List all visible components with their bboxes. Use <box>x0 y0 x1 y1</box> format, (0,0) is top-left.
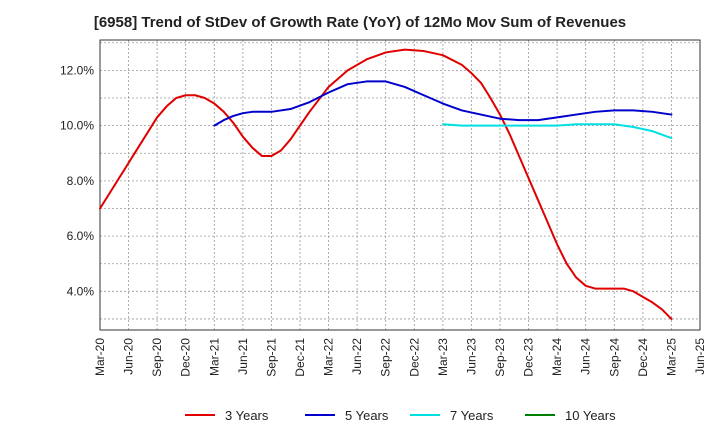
x-tick-label: Mar-24 <box>550 338 564 376</box>
x-tick-label: Jun-25 <box>693 338 707 375</box>
legend-label-7-years: 7 Years <box>450 408 494 423</box>
x-tick-label: Jun-23 <box>464 338 478 375</box>
y-tick-label: 4.0% <box>67 284 95 298</box>
plot-border <box>99 39 701 331</box>
x-tick-label: Jun-22 <box>350 338 364 375</box>
series-line-3-years <box>99 48 673 320</box>
x-tick-label: Dec-21 <box>293 338 307 377</box>
x-tick-label: Sep-21 <box>264 338 278 377</box>
series-line-7-years <box>441 123 673 140</box>
legend-label-10-years: 10 Years <box>565 408 616 423</box>
x-tick-label: Mar-22 <box>322 338 336 376</box>
x-tick-label: Mar-21 <box>207 338 221 376</box>
x-tick-label: Dec-20 <box>179 338 193 377</box>
x-tick-label: Mar-20 <box>93 338 107 376</box>
plot-area <box>100 40 700 330</box>
legend-label-3-years: 3 Years <box>225 408 269 423</box>
x-tick-label: Jun-24 <box>579 338 593 375</box>
x-tick-label: Jun-20 <box>122 338 136 375</box>
x-tick-label: Dec-23 <box>522 338 536 377</box>
legend-label-5-years: 5 Years <box>345 408 389 423</box>
series-line-5-years <box>213 80 673 127</box>
y-tick-label: 10.0% <box>60 119 94 133</box>
x-tick-label: Sep-23 <box>493 338 507 377</box>
x-tick-label: Mar-23 <box>436 338 450 376</box>
x-tick-label: Jun-21 <box>236 338 250 375</box>
x-tick-label: Sep-22 <box>379 338 393 377</box>
x-tick-label: Dec-24 <box>636 338 650 377</box>
y-tick-label: 8.0% <box>67 174 95 188</box>
x-tick-label: Mar-25 <box>664 338 678 376</box>
chart-title: [6958] Trend of StDev of Growth Rate (Yo… <box>93 14 627 31</box>
y-tick-label: 6.0% <box>67 229 95 243</box>
y-tick-label: 12.0% <box>60 63 94 77</box>
x-tick-label: Sep-20 <box>150 338 164 377</box>
x-tick-label: Dec-22 <box>407 338 421 377</box>
x-tick-label: Sep-24 <box>607 338 621 377</box>
